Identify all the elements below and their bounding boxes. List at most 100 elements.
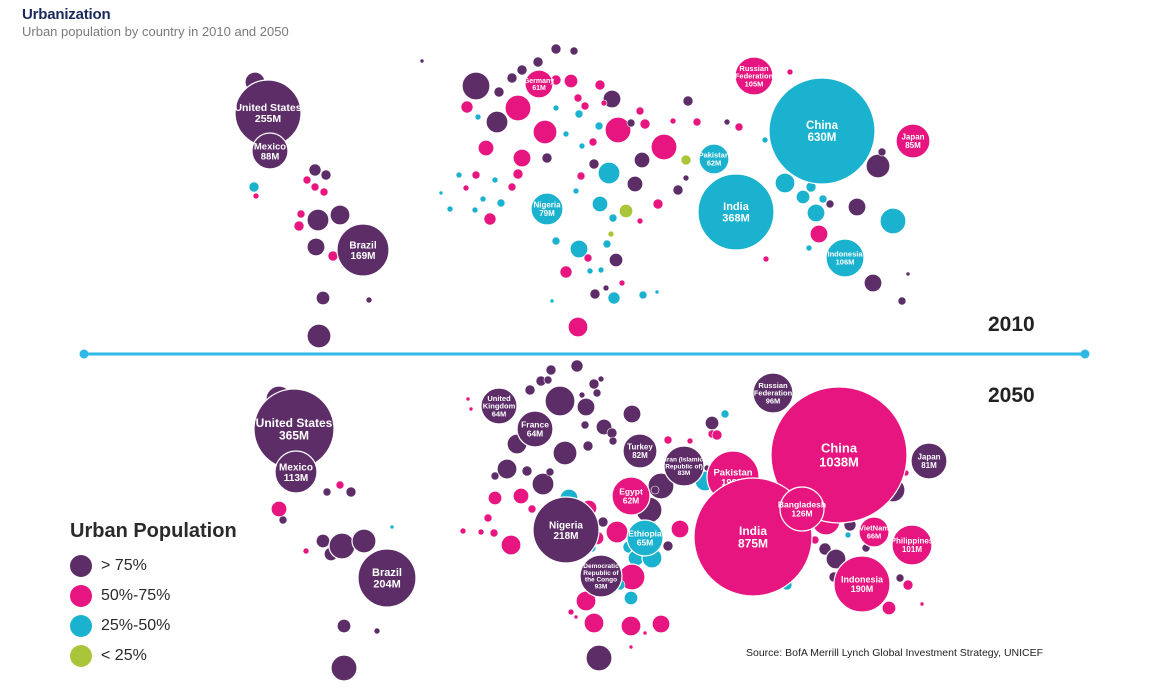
country-bubble — [483, 513, 493, 523]
country-bubble — [825, 199, 835, 209]
country-bubble — [507, 182, 517, 192]
country-bubble — [650, 485, 660, 495]
country-bubble — [487, 490, 503, 506]
country-bubble — [491, 176, 499, 184]
country-label-egypt-2050: Egypt 62M — [619, 487, 643, 506]
country-bubble — [541, 152, 553, 164]
country-label-mexico-2010: Mexico 88M — [254, 141, 286, 162]
country-bubble — [496, 458, 518, 480]
country-bubble — [322, 487, 332, 497]
country-bubble — [506, 72, 518, 84]
country-bubble — [865, 153, 891, 179]
country-bubble — [597, 375, 605, 383]
divider-endpoint — [79, 349, 89, 359]
country-label-india-2050: India 875M — [738, 524, 768, 551]
country-bubble — [551, 236, 561, 246]
country-bubble — [302, 547, 310, 555]
country-bubble — [320, 169, 332, 181]
country-bubble — [628, 644, 634, 650]
country-label-united-states-2010: United States 255M — [234, 102, 301, 125]
country-bubble — [608, 436, 618, 446]
country-bubble — [607, 291, 621, 305]
country-bubble — [818, 542, 832, 556]
country-bubble — [580, 420, 590, 430]
country-label-france-2050: France 64M — [521, 420, 549, 439]
country-bubble — [686, 437, 694, 445]
country-bubble-nigeria-2050 — [532, 496, 600, 564]
country-bubble — [578, 142, 586, 150]
country-bubble — [585, 644, 613, 672]
country-bubble — [493, 86, 505, 98]
country-bubble — [662, 540, 674, 552]
country-bubble — [602, 284, 610, 292]
country-bubble — [569, 46, 579, 56]
country-bubble-indonesia-2050 — [833, 555, 891, 613]
country-label-russian-federation-2010: Russian Federation 105M — [735, 64, 774, 89]
country-bubble-ethiopia-2050 — [626, 519, 664, 557]
country-bubble — [618, 279, 626, 287]
country-label-russian-federation-2050: Russian Federation 96M — [754, 381, 793, 406]
legend-label: < 25% — [101, 647, 147, 664]
source-note: Source: BofA Merrill Lynch Global Invest… — [746, 647, 1044, 659]
country-bubble — [485, 110, 509, 134]
country-label-turkey-2050: Turkey 82M — [627, 443, 653, 460]
country-bubble — [336, 618, 352, 634]
country-bubble — [293, 220, 305, 232]
country-bubble — [818, 194, 828, 204]
country-label-japan-2050: Japan 81M — [917, 453, 940, 470]
country-bubble — [500, 534, 522, 556]
country-bubble — [586, 267, 594, 275]
country-bubble — [602, 89, 622, 109]
country-bubble — [569, 239, 589, 259]
country-bubble — [592, 388, 602, 398]
year-label-2010: 2010 — [988, 313, 1035, 336]
country-bubble — [704, 415, 720, 431]
country-bubble — [576, 171, 586, 181]
country-bubble — [639, 118, 651, 130]
country-bubble — [455, 171, 463, 179]
country-bubble — [786, 68, 794, 76]
country-bubble — [881, 600, 897, 616]
legend-swatch — [70, 555, 92, 577]
country-bubble — [607, 230, 615, 238]
country-bubble — [591, 195, 609, 213]
country-bubble — [315, 533, 331, 549]
legend-label: > 75% — [101, 557, 147, 574]
country-bubble — [532, 119, 558, 145]
country-bubble — [652, 198, 664, 210]
country-bubble — [576, 397, 596, 417]
country-bubble — [573, 614, 579, 620]
country-bubble — [270, 500, 288, 518]
country-label-pakistan-2010: Pakistan 62M — [699, 151, 730, 168]
country-bubble — [761, 136, 769, 144]
country-bubble — [335, 480, 345, 490]
country-label-united-states-2050: United States 365M — [256, 416, 333, 443]
country-bubble-russian-federation-2050 — [752, 372, 794, 414]
country-bubble — [606, 427, 618, 439]
country-bubble-china-2010 — [768, 77, 876, 185]
country-bubble — [720, 409, 730, 419]
country-bubble — [605, 520, 629, 544]
country-bubble — [597, 516, 609, 528]
country-bubble — [468, 406, 474, 412]
country-bubble — [682, 95, 694, 107]
country-bubble — [477, 528, 485, 536]
country-bubble — [446, 205, 454, 213]
country-bubble — [438, 190, 444, 196]
country-bubble-brazil-2050 — [357, 548, 417, 608]
country-bubble-egypt-2050 — [611, 476, 651, 516]
country-bubble — [512, 148, 532, 168]
country-bubble — [635, 106, 645, 116]
country-bubble — [471, 206, 479, 214]
country-bubble — [602, 239, 612, 249]
country-bubble — [567, 608, 575, 616]
country-bubble — [296, 209, 306, 219]
country-bubble — [351, 528, 377, 554]
country-bubble — [762, 255, 770, 263]
chart-subtitle: Urban population by country in 2010 and … — [22, 24, 289, 39]
country-label-mexico-2050: Mexico 113M — [279, 462, 313, 484]
country-bubble — [594, 121, 604, 131]
country-bubble — [327, 250, 339, 262]
country-bubble — [308, 163, 322, 177]
country-bubble — [573, 93, 583, 103]
